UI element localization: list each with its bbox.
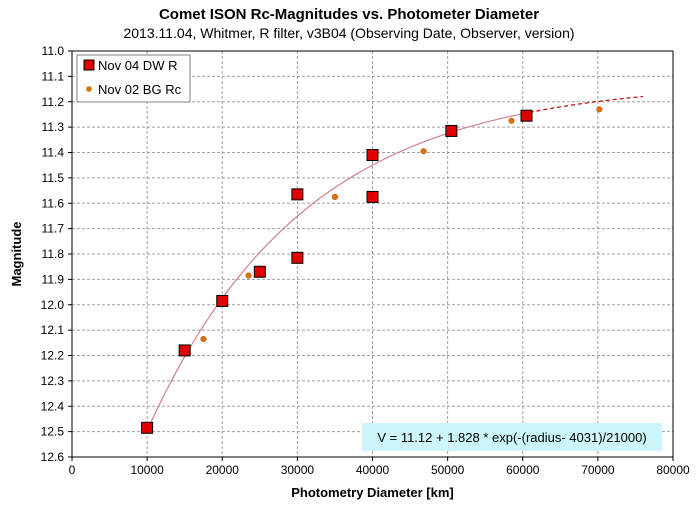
data-point-nov04 xyxy=(366,149,379,162)
x-tick-label: 80000 xyxy=(656,463,690,477)
equation-background xyxy=(362,423,662,451)
data-point-nov02 xyxy=(596,106,603,113)
x-tick-label: 30000 xyxy=(281,463,315,477)
data-point-nov04 xyxy=(178,344,191,357)
x-tick-label: 70000 xyxy=(581,463,615,477)
legend-marker-nov04 xyxy=(83,59,95,71)
fit-layer xyxy=(146,95,644,431)
x-tick-label: 50000 xyxy=(431,463,465,477)
y-tick-label: 11.8 xyxy=(42,247,65,261)
x-tick-label: 20000 xyxy=(206,463,240,477)
marker-layer xyxy=(141,106,603,434)
data-point-nov04 xyxy=(141,421,154,434)
data-point-nov04 xyxy=(445,124,458,137)
y-tick-label: 11.7 xyxy=(42,222,65,236)
x-axis-title: Photometry Diameter [km] xyxy=(291,485,454,500)
data-point-nov02 xyxy=(331,193,338,200)
y-tick-label: 12.6 xyxy=(41,450,65,464)
y-tick-label: 11.2 xyxy=(42,95,65,109)
legend-label-nov04: Nov 04 DW R xyxy=(98,58,177,73)
y-tick-label: 12.2 xyxy=(41,349,65,363)
y-tick-label: 11.6 xyxy=(42,196,65,210)
y-tick-label: 12.0 xyxy=(41,298,65,312)
fit-curve-extrapolation xyxy=(522,95,644,115)
data-point-nov02 xyxy=(420,148,427,155)
x-tick-label: 10000 xyxy=(130,463,164,477)
grid-layer xyxy=(72,51,673,457)
tick-layer: 0 10000 20000 30000 40000 50000 60000 70000 8000… xyxy=(41,44,690,477)
legend: Nov 04 DW R Nov 02 BG Rc xyxy=(76,54,191,103)
data-point-nov02 xyxy=(508,117,515,124)
x-tick-label: 0 xyxy=(69,463,76,477)
y-tick-label: 11.9 xyxy=(42,272,65,286)
equation-label: V = 11.12 + 1.828 * exp(-(radius- 4031)/… xyxy=(377,430,646,445)
y-tick-label: 12.5 xyxy=(41,425,65,439)
data-point-nov04 xyxy=(253,265,266,278)
x-tick-label: 40000 xyxy=(356,463,390,477)
data-point-nov02 xyxy=(200,335,207,343)
y-tick-label: 11.1 xyxy=(42,69,65,83)
data-point-nov04 xyxy=(291,251,304,264)
y-tick-label: 11.5 xyxy=(42,171,65,185)
legend-label-nov02: Nov 02 BG Rc xyxy=(98,82,182,97)
y-tick-label: 11.0 xyxy=(42,44,65,58)
y-tick-label: 12.3 xyxy=(41,374,65,388)
data-point-nov04 xyxy=(366,190,379,203)
y-tick-label: 12.1 xyxy=(41,323,65,337)
data-point-nov04 xyxy=(291,188,304,201)
equation-box: V = 11.12 + 1.828 * exp(-(radius- 4031)/… xyxy=(362,423,662,451)
chart-title: Comet ISON Rc-Magnitudes vs. Photometer … xyxy=(158,6,540,23)
x-tick-label: 60000 xyxy=(506,463,540,477)
y-tick-label: 11.3 xyxy=(42,120,65,134)
chart-subtitle: 2013.11.04, Whitmer, R filter, v3B04 (Ob… xyxy=(123,25,575,41)
legend-marker-nov02 xyxy=(86,86,92,92)
y-tick-label: 11.4 xyxy=(42,146,65,160)
fit-curve-solid xyxy=(146,113,523,431)
data-point-nov04 xyxy=(520,109,533,122)
y-axis-title: Magnitude xyxy=(9,222,24,287)
y-tick-label: 12.4 xyxy=(41,399,65,413)
data-point-nov02 xyxy=(245,272,252,279)
legend-box xyxy=(76,54,191,103)
data-point-nov04 xyxy=(216,294,229,307)
